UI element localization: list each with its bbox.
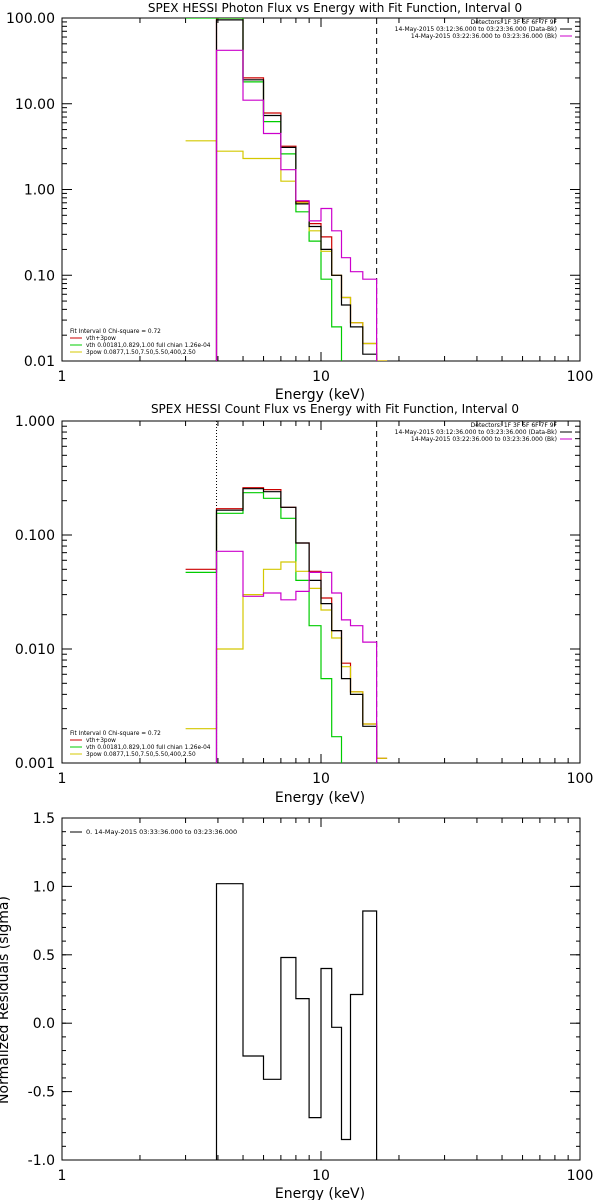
photon-legend-top-text: Detectors: 1F 3F 5F 6F 7F 9F [471,19,558,26]
residuals-y-tick-label: 1.0 [33,879,55,895]
count-legend-top-text: 14-May-2015 03:12:36.000 to 03:23:36.000… [395,429,557,436]
photon-x-tick-label: 1 [58,369,67,385]
photon-y-tick-label: 0.01 [24,354,55,370]
photon-series-data-bk [215,19,378,361]
residuals-y-tick-label: -1.0 [28,1153,55,1169]
residuals-series-0-14-may-2015-03-33-36-000-to-03-23-36-000 [215,883,378,1160]
residuals-chart-plot-area: 1 10 100 -1.0 -0.5 0.0 0.5 1.0 1.5 0. 14-May-2015… [28,811,594,1184]
photon-series-vth [185,18,343,361]
photon-legend-top-text: 14-May-2015 03:22:36.000 to 03:23:36.000… [411,33,557,40]
count-x-tick-label: 1 [58,771,67,787]
residuals-y-tick-label: 0.0 [33,1016,55,1032]
count-legend-top-text: Detectors: 1F 3F 5F 6F 7F 9F [471,422,558,429]
count-series-data-bk [215,488,378,763]
count-x-tick-label: 100 [567,771,594,787]
count-legend-top-text: 14-May-2015 03:22:36.000 to 03:23:36.000… [411,436,557,443]
photon-series-group [185,18,388,361]
residuals-chart: 1 10 100 -1.0 -0.5 0.0 0.5 1.0 1.5 0. 14-May-2015… [0,811,593,1200]
residuals-series-group [215,883,378,1160]
count-flux-chart: SPEX HESSI Count Flux vs Energy with Fit… [15,402,593,806]
count-chart-xlabel: Energy (keV) [275,790,365,806]
count-y-tick-label: 0.010 [15,642,55,658]
count-chart-title: SPEX HESSI Count Flux vs Energy with Fit… [151,402,519,416]
photon-legend-bottom-text: vth 0.00181,0.829,1.00 full chian 1.26e-… [86,343,211,349]
count-y-tick-label: 0.100 [15,528,55,544]
photon-chart-plot-area: 1 10 100 0.01 0.10 1.00 10.00 100.00 Detectors: … [6,11,594,385]
photon-series-3pow [185,140,388,361]
residuals-chart-ylabel: Normalized Residuals (sigma) [0,896,12,1104]
photon-y-tick-label: 100.00 [6,11,55,27]
photon-legend-top-text: 14-May-2015 03:12:36.000 to 03:23:36.000… [395,26,557,33]
residuals-chart-xlabel: Energy (keV) [275,1186,365,1200]
photon-flux-chart: SPEX HESSI Photon Flux vs Energy with Fi… [6,1,593,403]
photon-legend-bottom-text: Fit Interval 0 Chi-square = 0.72 [70,329,161,335]
count-series-3pow [185,561,388,759]
count-legend-bottom-text: 3pow 0.0877,1.50,7.50,5.50,400,2.50 [86,752,196,758]
photon-y-tick-label: 1.00 [24,183,55,199]
residuals-x-tick-label: 1 [58,1168,67,1184]
count-legend-bottom-text: Fit Interval 0 Chi-square = 0.72 [70,731,161,737]
residuals-x-tick-label: 100 [567,1168,594,1184]
residuals-y-tick-label: 1.5 [33,811,55,827]
count-legend-bottom-text: vth 0.00181,0.829,1.00 full chian 1.26e-… [86,745,211,751]
count-y-tick-label: 0.001 [15,756,55,772]
count-series-bk [215,550,378,763]
photon-series-vth-3pow [215,18,388,361]
count-legend-bottom-text: vth+3pow [86,738,116,744]
count-series-vth [185,492,343,763]
residuals-y-tick-label: 0.5 [33,948,55,964]
count-chart-plot-area: 1 10 100 0.001 0.010 0.100 1.000 Detectors: 1F … [15,414,594,787]
photon-series-bk [215,49,378,361]
photon-legend-bottom-text: 3pow 0.0877,1.50,7.50,5.50,400,2.50 [86,350,196,356]
photon-chart-title: SPEX HESSI Photon Flux vs Energy with Fi… [148,1,522,15]
photon-y-tick-label: 0.10 [24,268,55,284]
residuals-x-tick-label: 10 [312,1168,330,1184]
photon-axes-frame [61,17,581,362]
count-x-tick-label: 10 [312,771,330,787]
count-series-vth-3pow [185,487,388,759]
photon-x-tick-label: 10 [312,369,330,385]
photon-chart-xlabel: Energy (keV) [275,387,365,403]
photon-y-tick-label: 10.00 [15,97,55,113]
photon-legend-bottom-text: vth+3pow [86,336,116,342]
residuals-y-tick-label: -0.5 [28,1085,55,1101]
count-series-group [185,487,388,763]
photon-x-tick-label: 100 [567,369,594,385]
residuals-legend-text: 0. 14-May-2015 03:33:36.000 to 03:23:36.… [86,828,237,836]
count-y-tick-label: 1.000 [15,414,55,430]
